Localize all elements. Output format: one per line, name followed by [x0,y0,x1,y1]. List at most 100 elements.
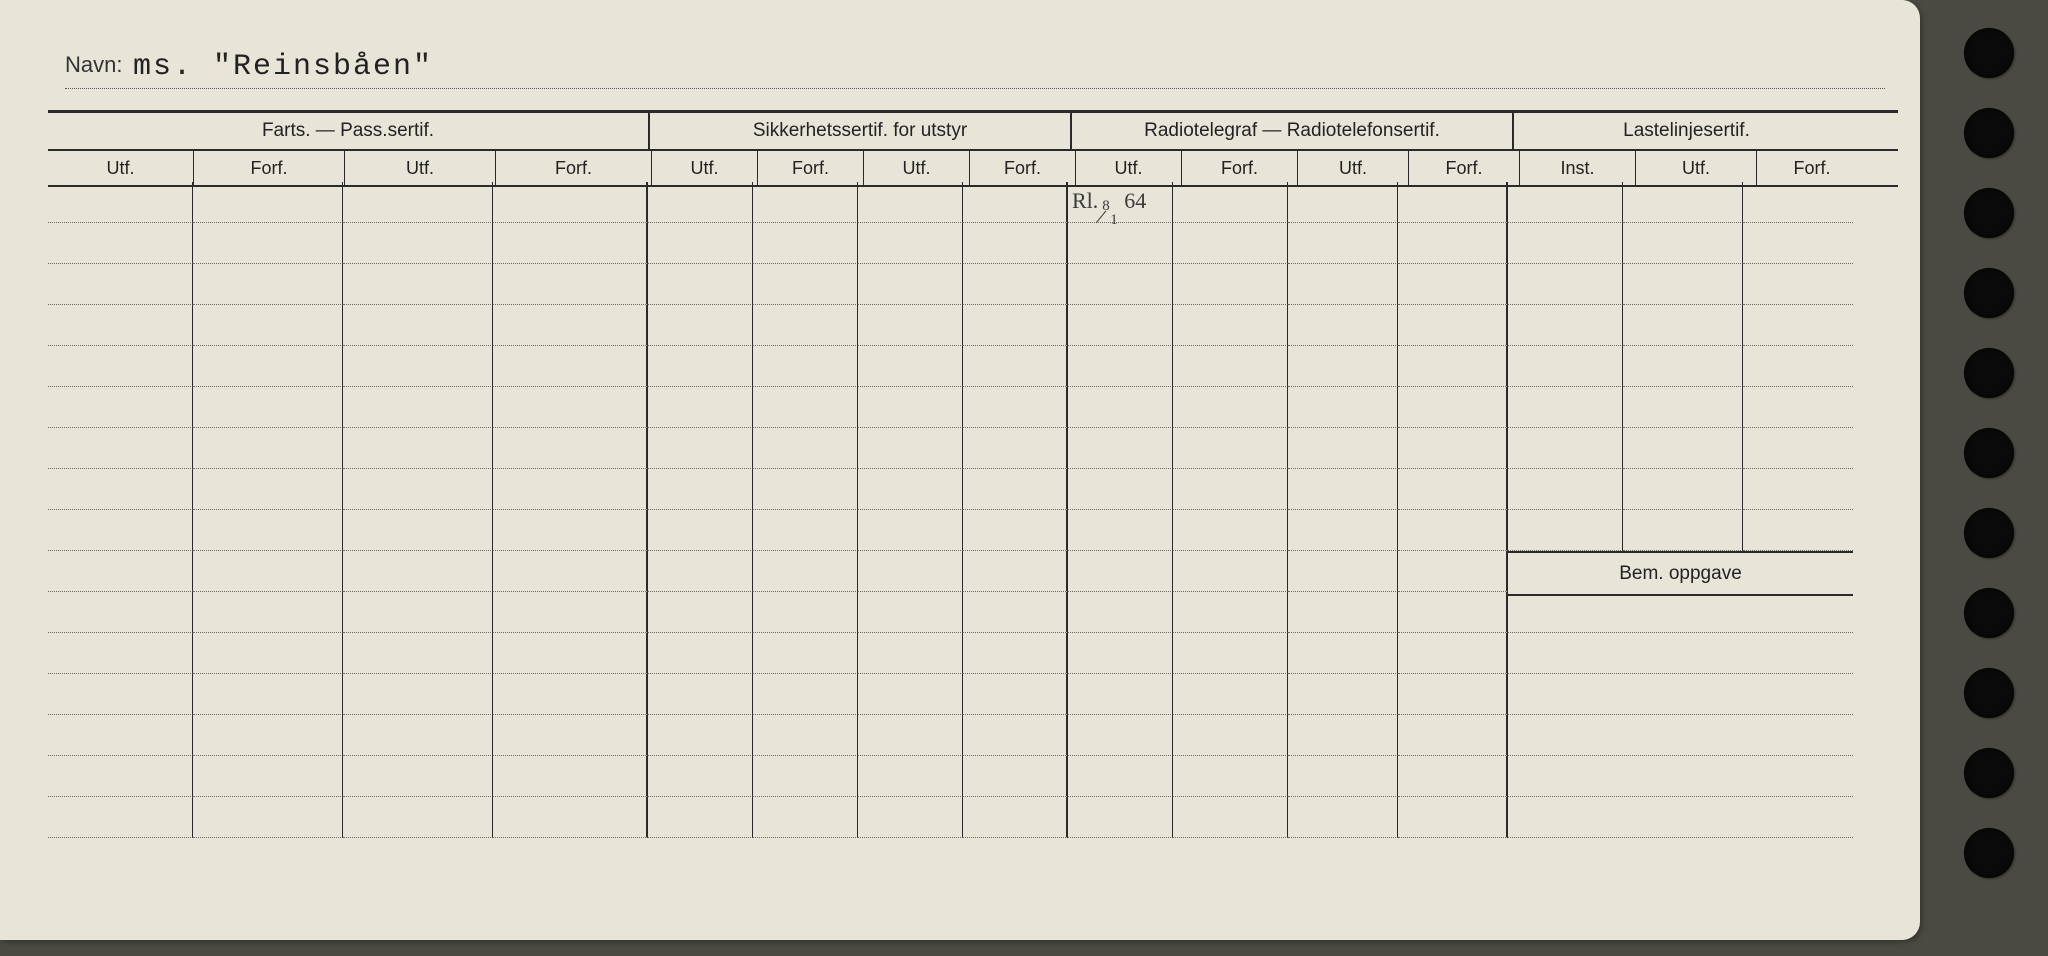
table-row [48,510,1898,551]
table-row [48,428,1898,469]
bem-oppgave-cell [1508,797,1853,838]
table-cell [1288,469,1398,510]
table-cell [753,223,858,264]
table-cell [1743,264,1853,305]
table-cell [343,756,493,797]
table-cell [48,305,193,346]
table-cell [193,551,343,592]
table-cell [1173,264,1288,305]
table-cell [343,551,493,592]
index-card: Navn: ms. "Reinsbåen" Farts. — Pass.sert… [0,0,1920,940]
col-utf: Utf. [1636,151,1757,185]
bem-oppgave-cell [1508,592,1853,633]
table-row [48,264,1898,305]
table-cell [1743,428,1853,469]
table-cell [1173,182,1288,223]
col-forf: Forf. [970,151,1076,185]
table-cell [648,633,753,674]
group-radio: Radiotelegraf — Radiotelefonsertif. [1072,113,1514,149]
table-cell [1623,469,1743,510]
table-cell [1288,592,1398,633]
table-cell [753,510,858,551]
table-cell [343,469,493,510]
binder-hole [1964,428,2014,478]
table-cell [48,633,193,674]
table-cell [1398,510,1508,551]
table-cell [1743,346,1853,387]
table-row [48,592,1898,633]
col-forf: Forf. [758,151,864,185]
card-content: Navn: ms. "Reinsbåen" Farts. — Pass.sert… [40,10,1900,910]
table-cell [963,387,1068,428]
col-forf: Forf. [1409,151,1520,185]
table-cell [1398,592,1508,633]
table-cell [1068,264,1173,305]
table-cell [963,797,1068,838]
col-utf: Utf. [652,151,758,185]
table-cell [1068,551,1173,592]
table-cell [493,182,648,223]
table-cell [753,797,858,838]
table-cell [493,223,648,264]
binder-hole [1964,668,2014,718]
table-cell [858,756,963,797]
table-cell [753,592,858,633]
table-cell [1173,633,1288,674]
table-cell [193,305,343,346]
table-row: Rl.8/164 [48,182,1898,223]
table-cell [193,469,343,510]
bem-oppgave-cell [1508,674,1853,715]
col-forf: Forf. [1182,151,1298,185]
table-cell [753,469,858,510]
table-cell [1068,223,1173,264]
table-cell [343,428,493,469]
table-cell [1173,551,1288,592]
table-row [48,223,1898,264]
handwritten-entry: Rl.8/164 [1072,188,1146,214]
table-cell [963,510,1068,551]
table-cell [48,674,193,715]
binder-hole [1964,188,2014,238]
table-cell [1398,428,1508,469]
table-cell [858,223,963,264]
col-inst: Inst. [1520,151,1636,185]
table-cell [648,715,753,756]
table-header: Farts. — Pass.sertif. Sikkerhetssertif. … [48,110,1898,187]
table-cell [1288,633,1398,674]
table-cell [48,387,193,428]
table-cell [1508,387,1623,428]
table-cell [753,305,858,346]
table-cell [343,182,493,223]
table-row [48,756,1898,797]
table-cell [753,674,858,715]
table-cell [343,387,493,428]
table-cell [493,797,648,838]
table-cell [1173,387,1288,428]
table-cell [1173,797,1288,838]
table-cell [1173,346,1288,387]
table-cell [963,756,1068,797]
table-cell [1508,223,1623,264]
table-cell [1068,387,1173,428]
table-cell [493,264,648,305]
table-cell [963,223,1068,264]
binder-hole [1964,508,2014,558]
table-cell [48,551,193,592]
table-cell [648,182,753,223]
table-row [48,715,1898,756]
table-cell [493,510,648,551]
table-cell [1173,674,1288,715]
bem-oppgave-cell [1508,633,1853,674]
table-cell [753,633,858,674]
table-cell [753,387,858,428]
table-cell [48,223,193,264]
table-cell [1068,756,1173,797]
table-cell [343,346,493,387]
table-cell [1173,756,1288,797]
table-cell [963,428,1068,469]
table-cell [1068,633,1173,674]
table-cell [48,428,193,469]
table-cell [753,756,858,797]
table-row [48,633,1898,674]
table-cell [48,346,193,387]
